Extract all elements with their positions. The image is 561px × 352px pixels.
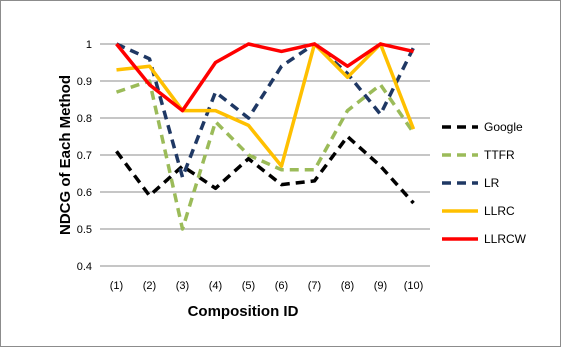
series-lines (115, 42, 416, 231)
x-tick-label: (10) (404, 280, 424, 292)
x-tick-label: (1) (110, 280, 123, 292)
y-axis-title: NDCG of Each Method (57, 75, 74, 235)
legend: Google TTFR LR LLRC LLRCW (442, 120, 527, 246)
x-tick-labels: (1) (2) (3) (4) (5) (6) (7) (8) (9) (10) (110, 280, 424, 292)
x-tick-label: (4) (209, 280, 222, 292)
legend-label-llrcw: LLRCW (484, 232, 527, 246)
x-tick-label: (9) (374, 280, 387, 292)
y-tick-label: 0.7 (77, 150, 92, 162)
y-tick-label: 0.8 (77, 113, 92, 125)
y-tick-label: 1 (86, 39, 92, 51)
series-line-lr (115, 42, 416, 179)
y-tick-label: 0.5 (77, 224, 92, 236)
x-axis-title: Composition ID (188, 303, 299, 320)
x-tick-label: (2) (143, 280, 156, 292)
x-tick-label: (8) (341, 280, 354, 292)
y-tick-label: 0.9 (77, 76, 92, 88)
legend-label-ttfr: TTFR (484, 148, 515, 162)
series-line-ttfr (115, 79, 415, 231)
y-tick-label: 0.6 (77, 187, 92, 199)
x-tick-label: (3) (176, 280, 189, 292)
series-line-google (115, 134, 415, 205)
legend-label-lr: LR (484, 176, 500, 190)
y-tick-label: 0.4 (77, 261, 92, 273)
x-tick-label: (6) (275, 280, 288, 292)
y-tick-labels: 0.4 0.5 0.6 0.7 0.8 0.9 1 (77, 39, 92, 273)
series-line-llrcw (115, 42, 414, 113)
x-tick-label: (5) (242, 280, 255, 292)
x-tick-label: (7) (308, 280, 321, 292)
series-line-llrc (116, 42, 416, 168)
legend-label-llrc: LLRC (484, 204, 515, 218)
gridlines (100, 43, 430, 267)
legend-label-google: Google (484, 120, 523, 134)
